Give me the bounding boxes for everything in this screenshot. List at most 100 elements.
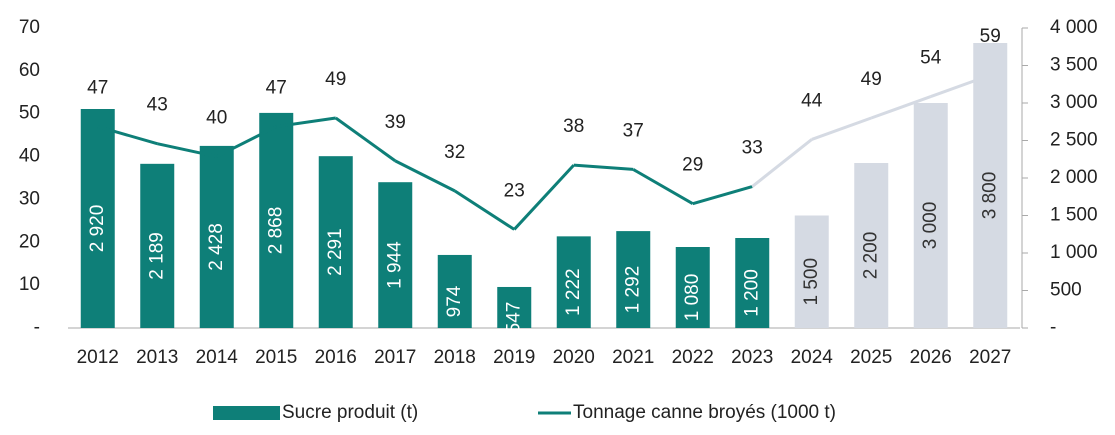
- x-tick-label: 2017: [374, 347, 416, 368]
- bar: [437, 254, 472, 328]
- y-tick-label: 50: [19, 103, 40, 124]
- y2-tick-label: 2 500: [1050, 130, 1098, 151]
- line-value-label: 37: [623, 120, 644, 141]
- y-tick-label: 60: [19, 60, 40, 81]
- y-tick-label: 40: [19, 146, 40, 167]
- y2-tick-label: 4 000: [1050, 17, 1098, 38]
- line-segment: [276, 116, 336, 129]
- y-tick-label: 10: [19, 274, 40, 295]
- line-segment: [156, 142, 218, 159]
- bar-value-label: 2 868: [265, 207, 286, 255]
- line-segment: [573, 163, 634, 171]
- y2-tick-label: 3 500: [1050, 55, 1098, 76]
- bar-value-label: 1 500: [801, 258, 822, 306]
- x-tick-label: 2027: [969, 347, 1011, 368]
- line-value-label: 54: [920, 48, 942, 69]
- bar: [497, 286, 532, 328]
- bar: [140, 163, 175, 328]
- bar-value-label: 3 000: [920, 202, 941, 250]
- y2-tick-label: 2 000: [1050, 167, 1098, 188]
- bar-value-label: 3 800: [979, 172, 1000, 220]
- bar: [318, 156, 353, 328]
- bar-value-label: 1 292: [622, 266, 643, 314]
- bar: [80, 109, 115, 328]
- line-segment: [513, 164, 575, 231]
- legend-swatch: [213, 406, 280, 420]
- line-value-label: 33: [742, 138, 763, 159]
- line-segment: [394, 159, 456, 193]
- line-value-label: 23: [504, 180, 525, 201]
- line-segment: [334, 116, 397, 163]
- line-segment: [692, 185, 753, 206]
- line-value-label: 40: [206, 108, 227, 129]
- line-value-label: 29: [682, 155, 703, 176]
- bar-value-label: 2 189: [146, 232, 167, 280]
- bar-value-label: 974: [444, 285, 465, 317]
- bar: [913, 103, 948, 328]
- x-tick-label: 2023: [731, 347, 773, 368]
- line-value-label: 32: [444, 142, 465, 163]
- line-value-label: 59: [980, 26, 1001, 47]
- bar: [259, 112, 294, 329]
- line-value-label: 39: [385, 112, 406, 133]
- line-segment: [216, 125, 277, 158]
- bar-value-label: 2 200: [860, 232, 881, 280]
- x-tick-label: 2019: [493, 347, 535, 368]
- x-tick-label: 2025: [850, 347, 892, 368]
- line-segment: [97, 125, 158, 146]
- line-segment: [811, 116, 872, 141]
- bar: [854, 163, 889, 328]
- bar-value-label: 1 200: [741, 269, 762, 317]
- line-value-label: 47: [87, 78, 108, 99]
- y2-tick-label: 500: [1050, 280, 1082, 301]
- line-segment: [632, 168, 694, 206]
- bar: [735, 238, 770, 328]
- bar: [556, 236, 591, 328]
- bar: [378, 182, 413, 328]
- line-segment: [751, 138, 813, 188]
- x-tick-label: 2022: [672, 347, 714, 368]
- y-tick-label: 30: [19, 188, 40, 209]
- y-tick-label: 70: [19, 17, 40, 38]
- x-tick-label: 2016: [315, 347, 357, 368]
- x-tick-label: 2020: [553, 347, 595, 368]
- y-tick-label: -: [34, 317, 40, 338]
- legend-label: Tonnage canne broyés (1000 t): [573, 402, 836, 423]
- bar-value-label: 2 920: [87, 205, 108, 253]
- x-tick-label: 2013: [136, 347, 178, 368]
- line-value-label: 47: [266, 78, 287, 99]
- x-tick-label: 2014: [196, 347, 239, 368]
- x-tick-label: 2018: [434, 347, 476, 368]
- y2-tick-label: 1 500: [1050, 205, 1098, 226]
- bar: [675, 247, 710, 328]
- line-value-label: 44: [801, 90, 823, 111]
- line-value-label: 49: [861, 69, 882, 90]
- y2-tick-label: -: [1050, 317, 1056, 338]
- legend-label: Sucre produit (t): [282, 402, 418, 423]
- x-tick-label: 2021: [612, 347, 654, 368]
- x-tick-label: 2015: [255, 347, 297, 368]
- y2-tick-label: 1 000: [1050, 242, 1098, 263]
- bar: [794, 215, 829, 328]
- bar-value-label: 547: [503, 302, 524, 334]
- bar: [973, 43, 1008, 328]
- x-tick-label: 2012: [77, 347, 119, 368]
- line-value-label: 38: [563, 116, 584, 137]
- bar-value-label: 1 080: [682, 274, 703, 322]
- bar-value-label: 1 944: [384, 241, 405, 289]
- bar-value-label: 1 222: [563, 268, 584, 316]
- bar: [199, 145, 234, 328]
- line-segment: [453, 189, 516, 231]
- y2-tick-label: 3 000: [1050, 92, 1098, 113]
- x-tick-label: 2024: [791, 347, 834, 368]
- line-segment: [930, 73, 991, 98]
- line-value-label: 43: [147, 95, 168, 116]
- bar: [616, 231, 651, 328]
- bar-value-label: 2 291: [325, 228, 346, 276]
- x-tick-label: 2026: [910, 347, 952, 368]
- line-segment: [870, 95, 932, 120]
- line-value-label: 49: [325, 69, 346, 90]
- y-tick-label: 20: [19, 231, 40, 252]
- bar-value-label: 2 428: [206, 223, 227, 271]
